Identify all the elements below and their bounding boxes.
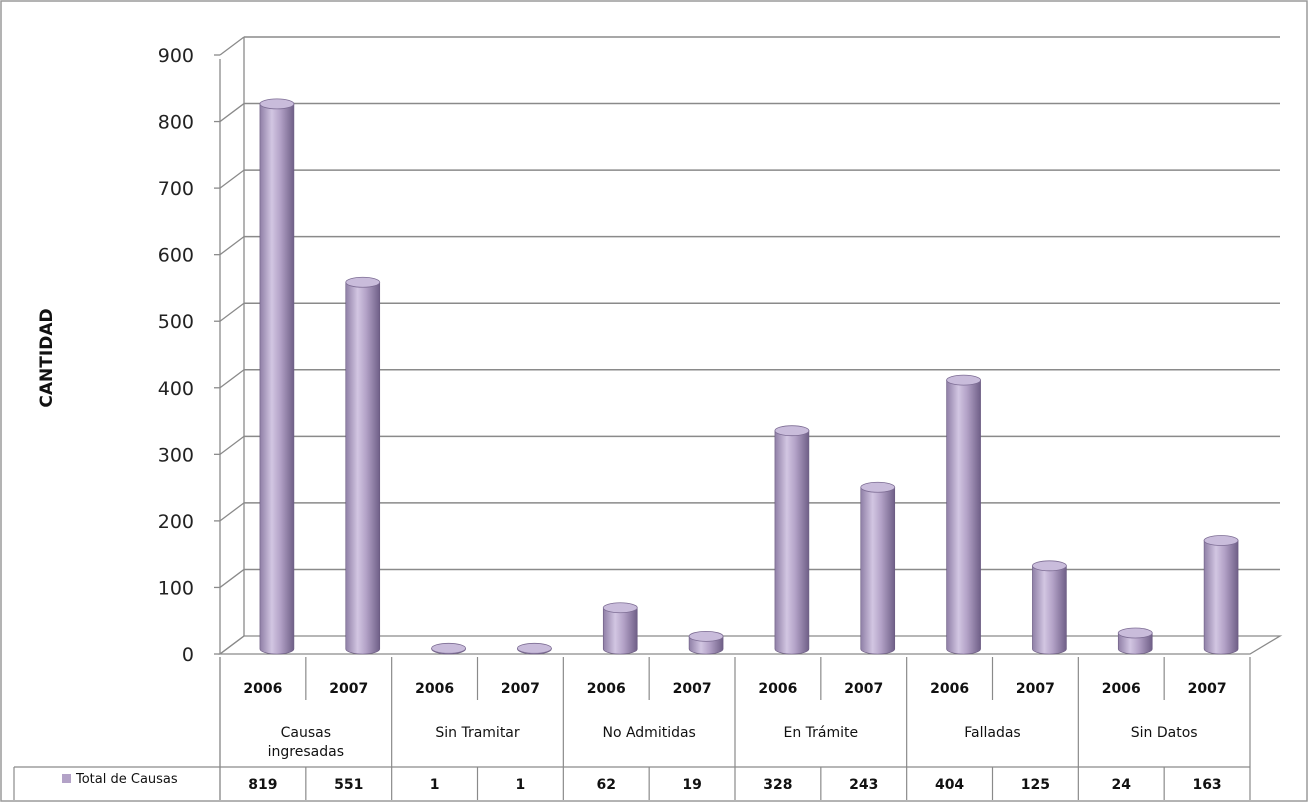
y-tick-label: 300: [158, 444, 194, 466]
gridline-side: [219, 236, 245, 256]
bar: [774, 425, 810, 655]
y-tick-label: 100: [158, 577, 194, 599]
group-label: Causas: [281, 725, 331, 741]
bar: [1032, 560, 1067, 655]
y-tick-label: 700: [158, 178, 194, 200]
x-tick-label: 2006: [930, 681, 969, 697]
x-tick-label: 2007: [1016, 681, 1055, 697]
y-axis: 0 100 200 300 400 500 600 700 800 900: [158, 45, 220, 666]
group-label: Sin Tramitar: [435, 725, 520, 741]
bar: [946, 374, 981, 655]
x-tick-label: 2006: [415, 681, 454, 697]
y-tick-label: 400: [158, 378, 194, 400]
bar: [1203, 535, 1239, 655]
data-value-label: 125: [1021, 777, 1050, 793]
bar: [1117, 627, 1153, 655]
bar: [345, 276, 381, 655]
gridline-side: [219, 502, 245, 522]
data-value-label: 1: [430, 777, 440, 793]
x-tick-label: 2007: [1188, 681, 1227, 697]
chart-walls: [218, 37, 1283, 655]
group-label: ingresadas: [268, 744, 344, 760]
gridline-side: [219, 169, 245, 189]
gridlines: [219, 36, 1280, 655]
gridline-side: [219, 435, 245, 455]
y-axis-label: CANTIDAD: [37, 308, 57, 407]
legend-swatch: [62, 774, 71, 783]
y-tick-label: 600: [158, 245, 194, 267]
gridline-side: [219, 103, 245, 123]
x-tick-label: 2006: [1102, 681, 1141, 697]
bar: [688, 630, 724, 655]
data-value-label: 243: [849, 777, 878, 793]
gridline-side: [219, 36, 245, 56]
data-value-label: 163: [1192, 777, 1221, 793]
group-label: Falladas: [964, 725, 1020, 741]
gridline-side: [219, 369, 245, 389]
gridline-side: [219, 568, 245, 588]
x-tick-label: 2006: [758, 681, 797, 697]
gridline-side: [219, 302, 245, 322]
y-tick-label: 500: [158, 311, 194, 333]
y-tick-label: 200: [158, 511, 194, 533]
data-value-label: 62: [597, 777, 616, 793]
bar: [602, 602, 638, 655]
legend-label: Total de Causas: [75, 772, 178, 787]
x-tick-label: 2007: [329, 681, 368, 697]
x-tick-label: 2006: [243, 681, 282, 697]
y-tick-label: 800: [158, 112, 194, 134]
x-tick-label: 2007: [501, 681, 540, 697]
data-value-label: 24: [1112, 777, 1132, 793]
group-label: En Trámite: [784, 725, 859, 741]
group-label: No Admitidas: [602, 725, 695, 741]
bar: [431, 642, 466, 655]
data-table: Total de Causas 2006 2007 2006 2007 2006 2007…: [13, 657, 1251, 800]
group-label: Sin Datos: [1131, 725, 1198, 741]
data-value-label: 819: [248, 777, 277, 793]
bar: [517, 642, 552, 655]
bars: [259, 98, 1239, 655]
y-tick-label: 0: [182, 644, 194, 666]
data-value-label: 328: [763, 777, 792, 793]
data-value-label: 1: [516, 777, 526, 793]
x-tick-label: 2007: [673, 681, 712, 697]
data-value-label: 19: [682, 777, 701, 793]
x-tick-label: 2007: [844, 681, 883, 697]
gridline-side: [219, 635, 245, 655]
bar: [860, 481, 896, 655]
data-value-label: 551: [334, 777, 363, 793]
bar: [259, 98, 295, 655]
x-tick-label: 2006: [587, 681, 626, 697]
y-tick-label: 900: [158, 45, 194, 67]
data-value-label: 404: [935, 777, 964, 793]
